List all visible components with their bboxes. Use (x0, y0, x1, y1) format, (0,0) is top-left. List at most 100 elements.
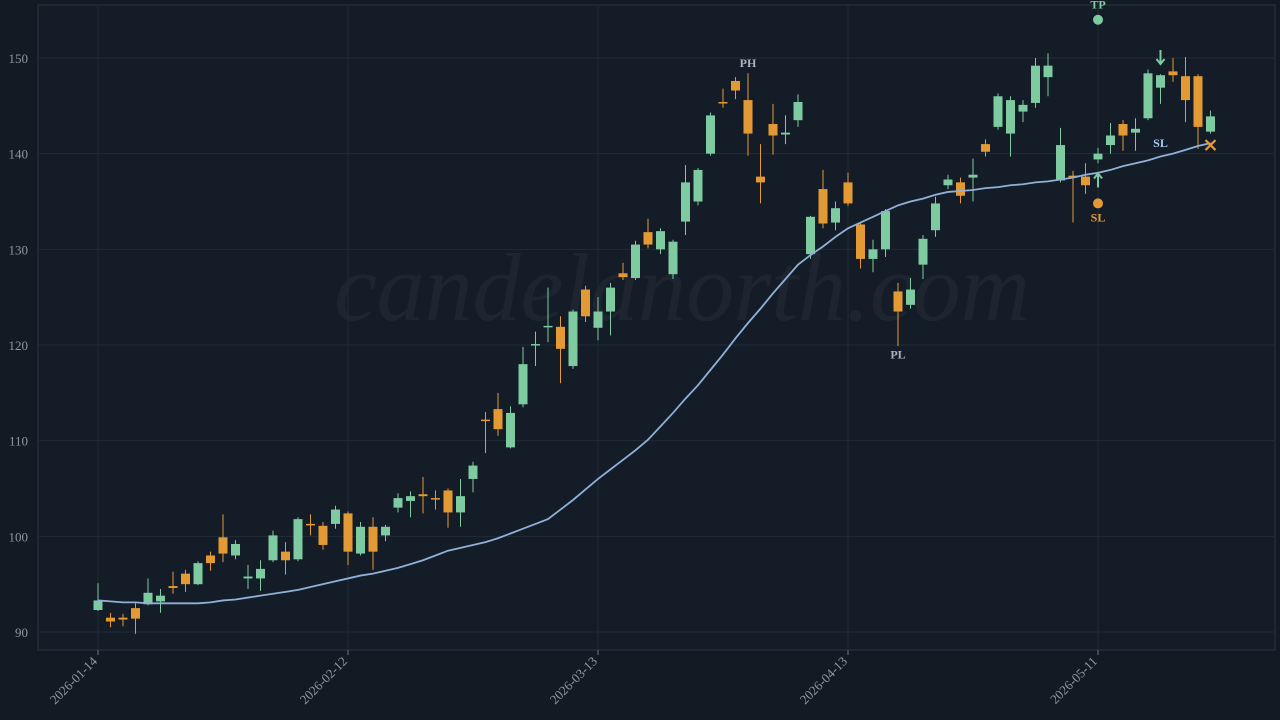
x-tick-label: 2026-04-13 (797, 654, 851, 708)
candle-body (243, 576, 253, 579)
annotation-label: PH (740, 56, 757, 70)
candle-body (106, 617, 115, 622)
x-tick-label: 2026-05-11 (1047, 654, 1100, 707)
candle-body (431, 498, 440, 500)
candle-body (556, 326, 565, 349)
candle-body (993, 96, 1003, 127)
candle-body (306, 523, 315, 526)
candle-body (256, 568, 265, 579)
candle-body (943, 179, 953, 186)
x-tick-label: 2026-02-12 (297, 654, 351, 708)
candle-body (1018, 104, 1028, 112)
candle-body (1168, 71, 1178, 76)
candle-body (268, 535, 278, 561)
plot-area (37, 4, 1276, 651)
candle-body (756, 176, 765, 183)
candle-body (1056, 145, 1065, 181)
candle-body (643, 232, 653, 245)
candle-body (481, 419, 490, 422)
candle-body (281, 551, 290, 561)
candle-body (393, 498, 403, 508)
candle-body (968, 174, 978, 178)
candle-body (631, 244, 640, 279)
candle-body (206, 555, 215, 564)
candle-body (1131, 128, 1140, 133)
candle-body (1206, 116, 1215, 132)
candle-body (881, 211, 890, 250)
candle-body (1156, 75, 1165, 88)
candle-body (731, 80, 740, 91)
candle-body (506, 412, 515, 448)
candle-body (181, 573, 190, 585)
candle-body (806, 216, 815, 255)
annotation-dot (1093, 14, 1103, 25)
candle-body (368, 526, 378, 552)
candle-body (543, 325, 553, 328)
candle-body (581, 289, 590, 317)
candle-body (568, 311, 578, 367)
candle-body (406, 496, 415, 501)
candle-body (706, 115, 715, 154)
annotation-label: PL (890, 348, 905, 362)
candle-body (168, 586, 178, 589)
candle-body (193, 563, 203, 585)
candle-body (681, 182, 690, 222)
candle-body (468, 465, 478, 479)
y-tick-label: 100 (9, 529, 29, 544)
y-tick-label: 150 (9, 51, 29, 66)
x-tick-label: 2026-01-14 (47, 653, 101, 707)
candle-body (456, 496, 465, 513)
y-tick-label: 120 (9, 338, 29, 353)
annotation-dot (1093, 198, 1103, 209)
y-tick-label: 130 (9, 242, 29, 257)
candle-body (868, 249, 878, 259)
candle-body (893, 291, 903, 312)
arrow-up (1093, 171, 1103, 188)
candle-body (1193, 76, 1203, 127)
candle-body (356, 526, 365, 554)
candle-body (518, 364, 528, 405)
candle-body (918, 238, 928, 265)
candle-body (531, 344, 540, 346)
candle-body (1068, 175, 1078, 178)
candle-body (606, 287, 615, 312)
candle-body (931, 203, 940, 231)
candle-body (1106, 135, 1115, 146)
candle-body (231, 543, 240, 556)
moving-average (97, 142, 1211, 605)
candle-body (1031, 65, 1040, 103)
candle-body (693, 169, 703, 202)
candle-body (668, 241, 678, 275)
candle-body (831, 208, 840, 223)
exit-cross (1204, 139, 1217, 151)
candle-body (818, 189, 828, 224)
candle-body (768, 124, 778, 136)
candle-body (718, 102, 728, 104)
candle-body (981, 144, 990, 152)
annotation-label: SL (1091, 210, 1106, 224)
candle-body (218, 537, 228, 554)
annotation-label: SL (1153, 136, 1168, 150)
candle-body (318, 525, 328, 545)
candle-body (1093, 153, 1103, 160)
candle-body (143, 592, 153, 605)
candle-body (856, 224, 865, 259)
candle-body (781, 132, 790, 135)
candle-body (156, 595, 165, 602)
candle-body (793, 102, 803, 121)
candle-body (743, 100, 753, 134)
candle-body (131, 608, 140, 619)
candle-body (956, 182, 965, 196)
candle-body (1006, 100, 1015, 134)
y-tick-label: 140 (9, 147, 29, 162)
candle-body (1081, 176, 1090, 186)
y-tick-label: 110 (9, 434, 28, 449)
y-tick-label: 90 (15, 625, 28, 640)
candle-body (1143, 73, 1153, 119)
watermark: candelanorth.com (334, 234, 1030, 341)
candle-body (593, 311, 603, 328)
candle-body (906, 289, 915, 305)
candle-body (1043, 65, 1053, 78)
candle-body (618, 273, 628, 278)
